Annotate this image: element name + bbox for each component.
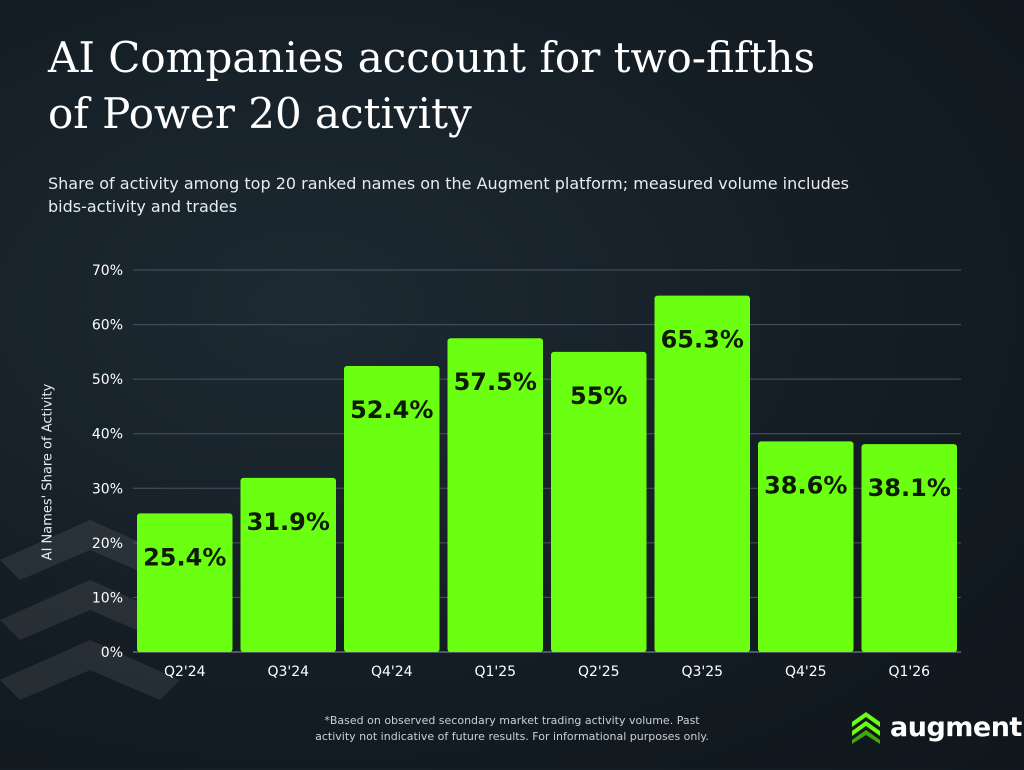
chart-subtitle-line1: Share of activity among top 20 ranked na… — [48, 174, 849, 193]
chart-title: AI Companies account for two-fifths of P… — [48, 30, 948, 142]
y-tick-label: 0% — [101, 645, 123, 661]
bar — [861, 444, 957, 652]
x-tick-label: Q1'26 — [888, 664, 930, 680]
bar-value-label: 55% — [570, 382, 627, 410]
bar-value-label: 25.4% — [143, 543, 226, 571]
bar-chart: 0% 10% 20% 30% 40% 50% 60% 70% 25.4% Q2'24 31.9% Q3… — [92, 263, 961, 680]
x-tick-label: Q2'24 — [164, 664, 206, 680]
bar-value-label: 38.1% — [868, 474, 951, 502]
x-tick-label: Q2'25 — [578, 664, 620, 680]
y-tick-label: 20% — [92, 536, 123, 552]
y-tick-label: 30% — [92, 481, 123, 497]
chart-subtitle: Share of activity among top 20 ranked na… — [48, 172, 948, 218]
bar — [240, 477, 336, 652]
augment-chevrons-icon — [852, 712, 880, 744]
bar-value-label: 57.5% — [454, 368, 537, 396]
bar — [447, 338, 543, 652]
chart-title-line2: of Power 20 activity — [48, 89, 472, 138]
x-tick-label: Q4'25 — [785, 664, 827, 680]
x-tick-label: Q3'24 — [267, 664, 309, 680]
x-tick-label: Q4'24 — [371, 664, 413, 680]
y-tick-label: 70% — [92, 263, 123, 279]
chart-title-line1: AI Companies account for two-fifths — [48, 33, 815, 82]
bar-value-label: 38.6% — [764, 471, 847, 499]
bar — [344, 366, 440, 652]
x-tick-label: Q3'25 — [681, 664, 723, 680]
bar — [551, 351, 647, 652]
y-tick-label: 40% — [92, 427, 123, 443]
bar-value-label: 31.9% — [247, 508, 330, 536]
footnote-line1: *Based on observed secondary market trad… — [324, 714, 700, 727]
y-tick-label: 60% — [92, 318, 123, 334]
bar-value-label: 65.3% — [661, 326, 744, 354]
bar — [137, 513, 233, 652]
chart-subtitle-line2: bids-activity and trades — [48, 197, 238, 216]
x-tick-label: Q1'25 — [474, 664, 516, 680]
bar — [758, 441, 854, 652]
y-tick-label: 50% — [92, 372, 123, 388]
bar — [654, 295, 750, 652]
y-tick-label: 10% — [92, 590, 123, 606]
background-chevron-decoration — [0, 520, 180, 700]
footnote: *Based on observed secondary market trad… — [300, 713, 724, 745]
bar-value-label: 52.4% — [350, 396, 433, 424]
augment-logo: augment — [850, 708, 1022, 746]
footnote-line2: activity not indicative of future result… — [315, 730, 709, 743]
augment-logo-text: augment — [890, 711, 1022, 743]
